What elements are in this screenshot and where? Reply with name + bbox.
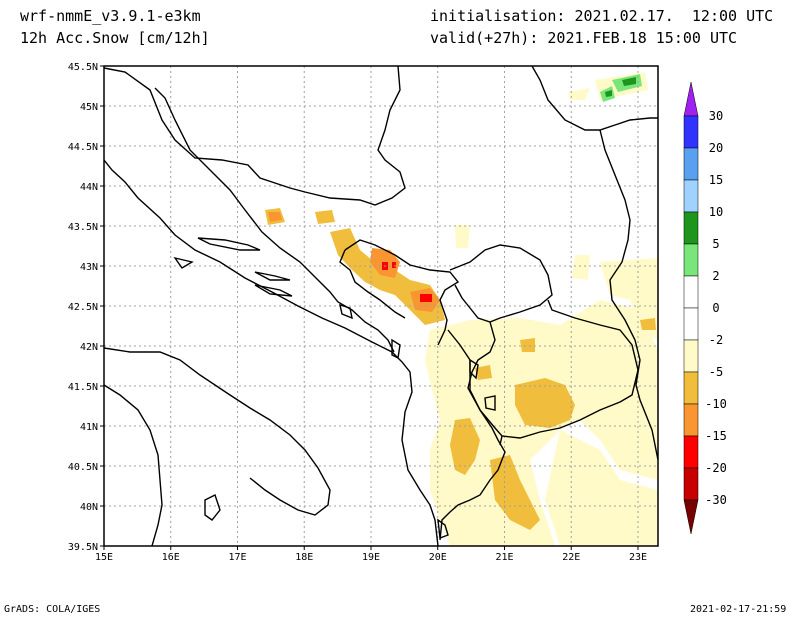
legend-color-box bbox=[683, 403, 699, 437]
model-title: wrf-nmmE_v3.9.1-e3km bbox=[20, 7, 201, 25]
valid-label: valid(+27h): bbox=[430, 29, 539, 47]
legend-color-box bbox=[683, 147, 699, 181]
legend-color-box bbox=[683, 243, 699, 277]
valid-value: 2021.FEB.18 15:00 UTC bbox=[547, 29, 738, 47]
legend-label: -15 bbox=[705, 429, 727, 443]
legend-label: 10 bbox=[709, 205, 723, 219]
lat-tick-label: 41N bbox=[80, 422, 98, 433]
lon-tick-label: 23E bbox=[629, 552, 647, 563]
legend-label: -20 bbox=[705, 461, 727, 475]
legend-label: 0 bbox=[712, 301, 719, 315]
lon-tick-label: 19E bbox=[362, 552, 380, 563]
legend-label: 20 bbox=[709, 141, 723, 155]
lat-tick-label: 41.5N bbox=[68, 382, 98, 393]
snow-melt-area bbox=[600, 74, 642, 102]
legend-label: -30 bbox=[705, 493, 727, 507]
lon-tick-label: 16E bbox=[162, 552, 180, 563]
legend-label: 30 bbox=[709, 109, 723, 123]
lat-tick-label: 45N bbox=[80, 102, 98, 113]
initialisation-line: initialisation: 2021.02.17. 12:00 UTC bbox=[430, 8, 773, 25]
field-title: 12h Acc.Snow [cm/12h] bbox=[20, 29, 210, 47]
legend-label: 2 bbox=[712, 269, 719, 283]
legend-color-box bbox=[683, 115, 699, 149]
lat-tick-label: 42N bbox=[80, 342, 98, 353]
legend-color-box bbox=[683, 307, 699, 341]
longitude-tick-labels: 15E 16E 17E 18E 19E 20E 21E 22E 23E bbox=[95, 546, 647, 563]
legend-label: 5 bbox=[712, 237, 719, 251]
legend-color-box bbox=[683, 339, 699, 373]
legend-label: -10 bbox=[705, 397, 727, 411]
legend-label: 15 bbox=[709, 173, 723, 187]
legend-color-box bbox=[683, 275, 699, 309]
coastlines-borders bbox=[104, 66, 658, 546]
grads-credit: GrADS: COLA/IGES bbox=[4, 604, 101, 615]
legend-color-box bbox=[683, 467, 699, 501]
lon-tick-label: 17E bbox=[228, 552, 246, 563]
lat-tick-label: 44N bbox=[80, 182, 98, 193]
legend-bottom-arrow bbox=[683, 499, 699, 535]
lat-tick-label: 43N bbox=[80, 262, 98, 273]
legend-label: -2 bbox=[709, 333, 723, 347]
render-timestamp: 2021-02-17-21:59 bbox=[690, 604, 787, 615]
lat-tick-label: 43.5N bbox=[68, 222, 98, 233]
lat-tick-label: 42.5N bbox=[68, 302, 98, 313]
init-label: initialisation: bbox=[430, 7, 566, 25]
legend-color-box bbox=[683, 371, 699, 405]
lon-tick-label: 15E bbox=[95, 552, 113, 563]
init-value: 2021.02.17. 12:00 UTC bbox=[574, 7, 774, 25]
legend-color-box bbox=[683, 179, 699, 213]
legend-top-arrow bbox=[683, 81, 699, 117]
lon-tick-label: 21E bbox=[495, 552, 513, 563]
legend-label: -5 bbox=[709, 365, 723, 379]
lat-tick-label: 44.5N bbox=[68, 142, 98, 153]
snow-field bbox=[265, 72, 658, 546]
lon-tick-label: 18E bbox=[295, 552, 313, 563]
lat-tick-label: 40N bbox=[80, 502, 98, 513]
lon-tick-label: 20E bbox=[429, 552, 447, 563]
lat-tick-label: 45.5N bbox=[68, 62, 98, 73]
valid-line: valid(+27h): 2021.FEB.18 15:00 UTC bbox=[430, 30, 737, 47]
lat-tick-label: 40.5N bbox=[68, 462, 98, 473]
lon-tick-label: 22E bbox=[562, 552, 580, 563]
latitude-tick-labels: 45.5N 45N 44.5N 44N 43.5N 43N 42.5N 42N 41.5N 41N… bbox=[68, 62, 104, 553]
legend-color-box bbox=[683, 211, 699, 245]
legend-color-box bbox=[683, 435, 699, 469]
lat-tick-label: 39.5N bbox=[68, 542, 98, 553]
